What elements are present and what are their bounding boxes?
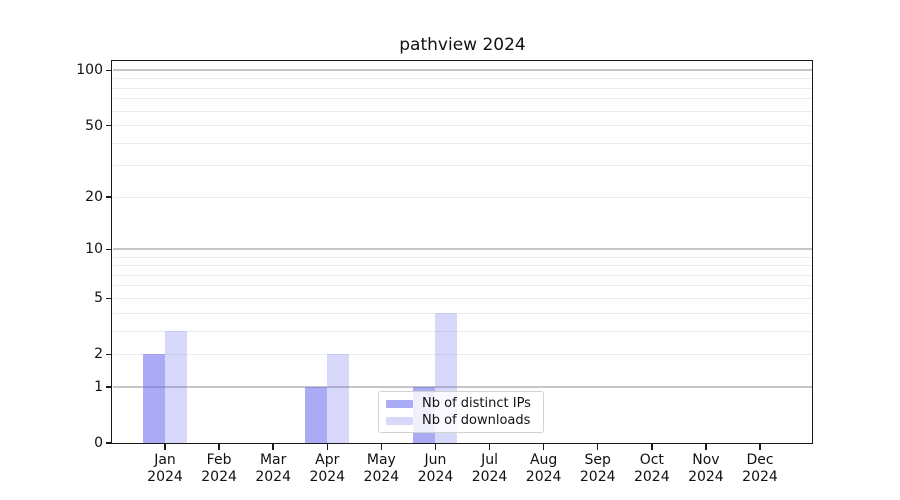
y-tick-label: 100	[76, 62, 103, 79]
x-tick-label: Jul 2024	[471, 452, 508, 485]
gridline-minor	[113, 98, 812, 100]
x-tick	[705, 444, 707, 450]
gridline-minor	[113, 87, 812, 89]
gridline-major	[113, 386, 812, 389]
y-tick	[106, 353, 112, 356]
x-tick	[651, 444, 653, 450]
gridline-minor	[113, 256, 812, 258]
gridline-minor	[113, 297, 812, 299]
x-tick	[488, 444, 491, 450]
legend-label-downloads: Nb of downloads	[422, 413, 531, 428]
x-tick-label: Aug 2024	[525, 452, 562, 485]
gridline-minor	[113, 274, 812, 276]
y-tick	[106, 248, 112, 251]
y-tick	[106, 69, 112, 72]
x-tick	[759, 444, 761, 450]
bar-distinct-ips	[143, 354, 165, 443]
gridline-minor	[113, 285, 812, 287]
bar-distinct-ips	[305, 387, 328, 443]
y-tick-label: 50	[85, 117, 103, 134]
x-tick-label: Jan 2024	[147, 452, 183, 485]
gridline-minor	[113, 110, 812, 112]
x-tick	[434, 444, 437, 450]
legend-swatch-downloads	[386, 416, 413, 425]
x-tick	[542, 444, 545, 450]
x-tick-label: Mar 2024	[255, 452, 291, 485]
legend-item-distinct-ips: Nb of distinct IPs	[386, 396, 536, 411]
x-tick-label: Jun 2024	[417, 452, 454, 485]
bar-downloads	[165, 331, 187, 443]
gridline-minor	[113, 353, 812, 355]
legend-swatch-distinct-ips	[386, 399, 413, 408]
x-tick	[596, 444, 599, 450]
gridline-major	[113, 248, 812, 251]
x-tick-label: May 2024	[363, 452, 400, 485]
gridline-minor	[113, 330, 812, 332]
gridline-minor	[113, 196, 812, 198]
x-tick	[272, 444, 274, 450]
x-tick-label: Apr 2024	[309, 452, 346, 485]
y-tick-label: 1	[94, 379, 103, 396]
x-tick-label: Nov 2024	[688, 452, 724, 485]
gridline-minor	[113, 142, 812, 144]
gridline-minor	[113, 165, 812, 167]
bar-downloads	[327, 354, 350, 443]
x-tick	[164, 444, 166, 450]
y-tick-label: 0	[94, 435, 103, 451]
y-tick	[106, 124, 112, 127]
y-tick-label: 5	[94, 290, 103, 307]
y-tick	[106, 196, 112, 198]
legend-item-downloads: Nb of downloads	[386, 413, 536, 428]
y-tick-label: 2	[94, 346, 103, 363]
x-tick	[218, 444, 220, 450]
gridline-minor	[113, 265, 812, 267]
gridline-minor	[113, 312, 812, 314]
x-tick	[326, 444, 329, 450]
x-tick-label: Sep 2024	[579, 452, 616, 485]
x-tick-label: Feb 2024	[201, 452, 237, 485]
legend-label-distinct-ips: Nb of distinct IPs	[422, 396, 531, 411]
y-tick	[106, 442, 112, 444]
legend: Nb of distinct IPs Nb of downloads	[378, 391, 544, 433]
gridline-minor	[113, 125, 812, 127]
y-tick	[106, 297, 112, 300]
plot-area	[113, 62, 812, 443]
x-tick-label: Dec 2024	[742, 452, 778, 485]
y-tick-label: 20	[85, 189, 103, 206]
gridline-minor	[113, 78, 812, 80]
y-tick	[106, 386, 112, 388]
gridline-major	[113, 69, 812, 72]
x-tick-label: Oct 2024	[633, 452, 670, 485]
x-tick	[380, 444, 383, 450]
y-tick-label: 10	[85, 241, 103, 258]
chart-title: pathview 2024	[399, 35, 526, 55]
